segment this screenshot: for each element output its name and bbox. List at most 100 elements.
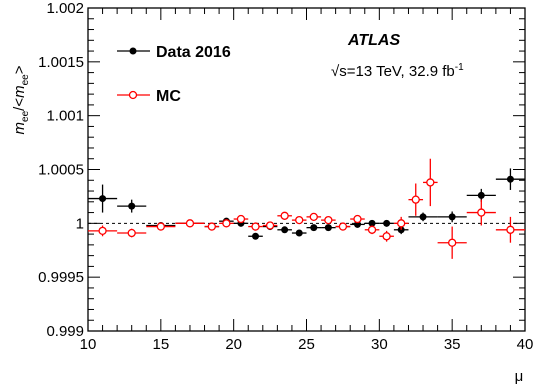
point-marker: [353, 214, 362, 224]
data-point: [175, 219, 205, 228]
point-marker: [251, 222, 260, 231]
atlas-label: ATLAS: [347, 32, 400, 49]
data-point: [379, 230, 394, 242]
data-point: [350, 214, 365, 224]
data-point: [335, 222, 351, 231]
point-marker: [397, 219, 406, 228]
data-point: [321, 215, 336, 225]
legend-entry-mc: MC: [117, 88, 181, 105]
x-tick-label: 25: [298, 336, 315, 353]
data-point: [248, 232, 263, 240]
data-point: [306, 224, 322, 232]
y-tick-label: 1.0005: [38, 162, 84, 179]
data-point: [88, 225, 118, 237]
y-tick-label: 1: [76, 215, 84, 232]
lumi-superscript: -1: [455, 62, 464, 73]
data-point: [379, 219, 394, 227]
y-label-middle: /<: [11, 98, 28, 111]
point-marker: [411, 195, 420, 204]
y-tick-label: 0.9995: [38, 269, 84, 286]
data-point: [437, 211, 467, 223]
data-point: [437, 226, 467, 259]
energy-lumi-label: √s=13 TeV, 32.9 fb-1: [331, 62, 464, 80]
point-marker: [281, 226, 289, 234]
y-label-ee-sub: ee: [20, 110, 31, 122]
series-data: [88, 168, 525, 240]
data-point: [466, 199, 496, 226]
data-point: [146, 222, 176, 231]
point-marker: [185, 219, 195, 228]
data-series-layer: [88, 158, 525, 259]
data-point: [88, 184, 118, 213]
series-mc: [88, 158, 525, 259]
legend-data-label: Data 2016: [156, 44, 231, 61]
data-point: [248, 222, 263, 231]
point-marker: [222, 219, 231, 228]
point-marker: [252, 232, 260, 240]
y-label-end: >: [11, 65, 28, 74]
point-marker: [448, 213, 456, 221]
point-marker: [99, 195, 107, 203]
legend-entry-data: Data 2016: [117, 44, 231, 61]
point-marker: [426, 178, 435, 187]
point-marker: [127, 228, 136, 238]
point-marker: [383, 219, 391, 227]
point-marker: [309, 212, 318, 222]
energy-text: s=13 TeV, 32.9 fb: [339, 63, 455, 80]
point-marker: [156, 222, 165, 231]
point-marker: [295, 229, 303, 237]
data-point: [117, 228, 147, 238]
point-marker: [207, 222, 216, 231]
point-marker: [382, 232, 391, 241]
legend-mc-label: MC: [156, 88, 181, 105]
data-point: [495, 216, 525, 243]
x-tick-label: 15: [152, 336, 169, 353]
data-point: [117, 199, 147, 213]
point-marker: [265, 221, 275, 230]
legend-mc-marker: [128, 90, 138, 100]
data-point: [306, 212, 322, 222]
data-point: [277, 226, 292, 234]
point-marker: [236, 214, 246, 224]
legend-data-marker: [129, 47, 137, 55]
point-marker: [338, 222, 348, 231]
point-marker: [419, 213, 427, 221]
data-point: [291, 215, 307, 225]
point-marker: [324, 215, 333, 225]
data-point: [291, 229, 307, 237]
y-label-ee-sub2: ee: [20, 74, 31, 86]
point-marker: [368, 219, 376, 227]
data-point: [408, 183, 424, 216]
data-point: [219, 219, 234, 228]
y-label-m2: m: [11, 85, 28, 98]
data-point: [262, 221, 278, 230]
data-point: [495, 168, 525, 190]
data-point: [204, 222, 220, 231]
data-point: [408, 212, 438, 222]
y-axis-ticks: 0.999 0.9995 1 1.0005 1.001 1.0015 1.002: [38, 0, 525, 340]
point-marker: [477, 191, 485, 199]
y-tick-label: 1.001: [46, 108, 84, 125]
point-marker: [324, 224, 332, 232]
x-tick-label: 30: [371, 336, 388, 353]
plot-frame: [87, 7, 526, 332]
point-marker: [477, 208, 486, 217]
point-marker: [448, 238, 457, 247]
point-marker: [98, 226, 107, 236]
y-tick-label: 0.999: [46, 323, 84, 340]
data-point: [277, 211, 292, 220]
point-marker: [128, 202, 136, 210]
data-point: [423, 158, 438, 207]
point-marker: [367, 225, 377, 234]
data-point: [393, 216, 409, 230]
data-point: [233, 214, 249, 224]
point-marker: [295, 215, 304, 225]
point-marker: [280, 211, 289, 220]
y-label-m: m: [11, 122, 28, 135]
y-axis-label: mee/<mee>: [11, 65, 31, 134]
x-tick-label: 20: [225, 336, 242, 353]
x-tick-label: 40: [517, 336, 534, 353]
data-point: [321, 224, 336, 232]
legend: Data 2016 MC: [117, 44, 231, 105]
